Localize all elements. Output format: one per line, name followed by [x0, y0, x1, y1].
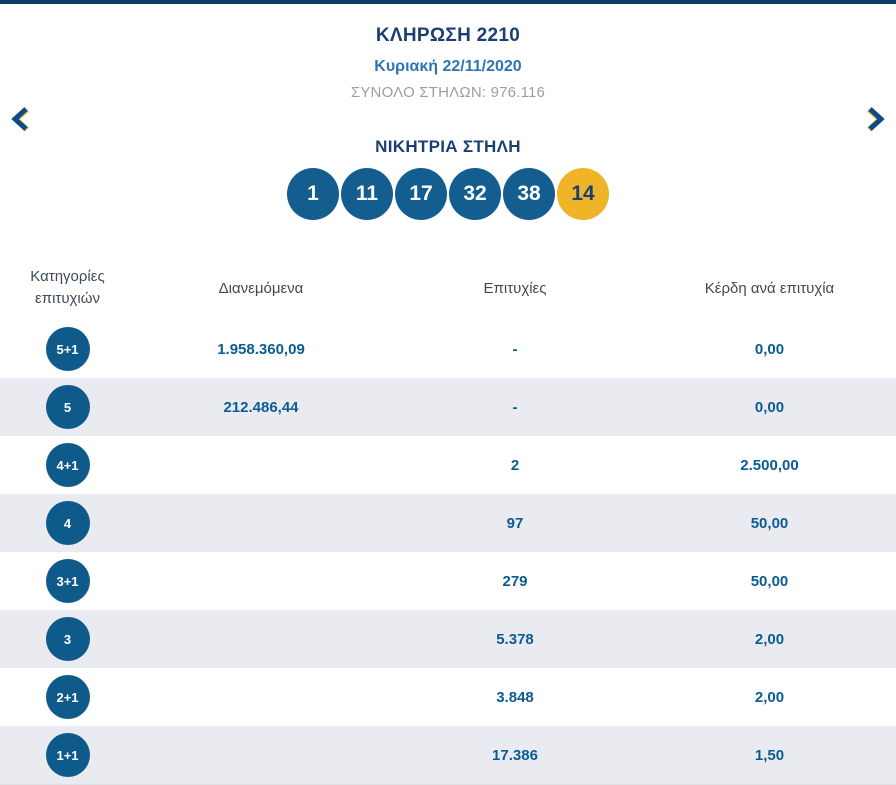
prize-cell: 1,50 [754, 746, 785, 764]
category-cell: 2+1 [0, 675, 135, 719]
table-row: 4 97 50,00 [0, 494, 896, 552]
winners-cell: 3.848 [496, 688, 534, 706]
category-badge: 5 [45, 385, 90, 429]
category-badge: 5+1 [45, 327, 90, 371]
winners-cell: - [512, 340, 518, 358]
winners-cell: 2 [510, 456, 520, 474]
number-ball: 1 [287, 168, 339, 220]
prize-cell: 2,00 [754, 688, 785, 706]
chevron-right-icon [863, 107, 887, 135]
top-accent-bar [0, 0, 896, 4]
chevron-left-icon [9, 107, 33, 135]
previous-draw-button[interactable] [8, 106, 34, 132]
prize-cell: 0,00 [754, 340, 785, 358]
number-ball: 11 [341, 168, 393, 220]
table-row: 2+1 3.848 2,00 [0, 668, 896, 726]
category-badge: 4+1 [45, 443, 90, 487]
winning-column-title: ΝΙΚΗΤΡΙΑ ΣΤΗΛΗ [375, 137, 521, 156]
table-row: 4+1 2 2.500,00 [0, 436, 896, 494]
distributed-cell: 1.958.360,09 [217, 340, 305, 358]
header-prize: Κέρδη ανά επιτυχία [704, 279, 835, 297]
winners-cell: 279 [502, 572, 528, 590]
table-row: 5+1 1.958.360,09 - 0,00 [0, 320, 896, 378]
table-row: 5 212.486,44 - 0,00 [0, 378, 896, 436]
results-table-header: Κατηγορίες επιτυχιών Διανεμόμενα Επιτυχί… [0, 256, 896, 320]
category-cell: 5 [0, 385, 135, 429]
table-row: 3 5.378 2,00 [0, 610, 896, 668]
category-badge: 3 [45, 617, 90, 661]
total-columns-label: ΣΥΝΟΛΟ ΣΤΗΛΩΝ: 976.116 [350, 84, 546, 101]
results-table-body: 5+1 1.958.360,09 - 0,00 5 212.486,44 - 0,00 4+1 2… [0, 320, 896, 784]
table-row: 3+1 279 50,00 [0, 552, 896, 610]
header-distributed: Διανεμόμενα [218, 279, 304, 297]
category-cell: 5+1 [0, 327, 135, 371]
number-ball: 17 [395, 168, 447, 220]
prize-cell: 0,00 [754, 398, 785, 416]
winners-cell: 17.386 [492, 746, 538, 764]
prize-cell: 2.500,00 [740, 456, 799, 474]
category-badge: 3+1 [45, 559, 90, 603]
category-cell: 4 [0, 501, 135, 545]
winning-numbers: 1 11 17 32 38 14 [0, 168, 896, 220]
category-cell: 4+1 [0, 443, 135, 487]
category-badge: 1+1 [45, 733, 90, 777]
category-cell: 1+1 [0, 733, 135, 777]
category-cell: 3+1 [0, 559, 135, 603]
prize-cell: 2,00 [754, 630, 785, 648]
draw-header: ΚΛΗΡΩΣΗ 2210 Κυριακή 22/11/2020 ΣΥΝΟΛΟ Σ… [0, 4, 896, 101]
category-cell: 3 [0, 617, 135, 661]
header-categories: Κατηγορίες επιτυχιών [30, 268, 105, 307]
prize-cell: 50,00 [750, 572, 789, 590]
category-badge: 4 [45, 501, 90, 545]
winners-cell: 97 [506, 514, 524, 532]
draw-title: ΚΛΗΡΩΣΗ 2210 [375, 25, 521, 46]
distributed-cell: 212.486,44 [223, 398, 299, 416]
joker-ball: 14 [557, 168, 609, 220]
winners-cell: - [512, 398, 518, 416]
prize-cell: 50,00 [750, 514, 789, 532]
winners-cell: 5.378 [496, 630, 534, 648]
header-winners: Επιτυχίες [483, 279, 547, 297]
draw-date: Κυριακή 22/11/2020 [374, 58, 522, 75]
category-badge: 2+1 [45, 675, 90, 719]
results-table: Κατηγορίες επιτυχιών Διανεμόμενα Επιτυχί… [0, 256, 896, 785]
number-ball: 32 [449, 168, 501, 220]
table-row: 1+1 17.386 1,50 [0, 726, 896, 784]
number-ball: 38 [503, 168, 555, 220]
next-draw-button[interactable] [862, 106, 888, 132]
